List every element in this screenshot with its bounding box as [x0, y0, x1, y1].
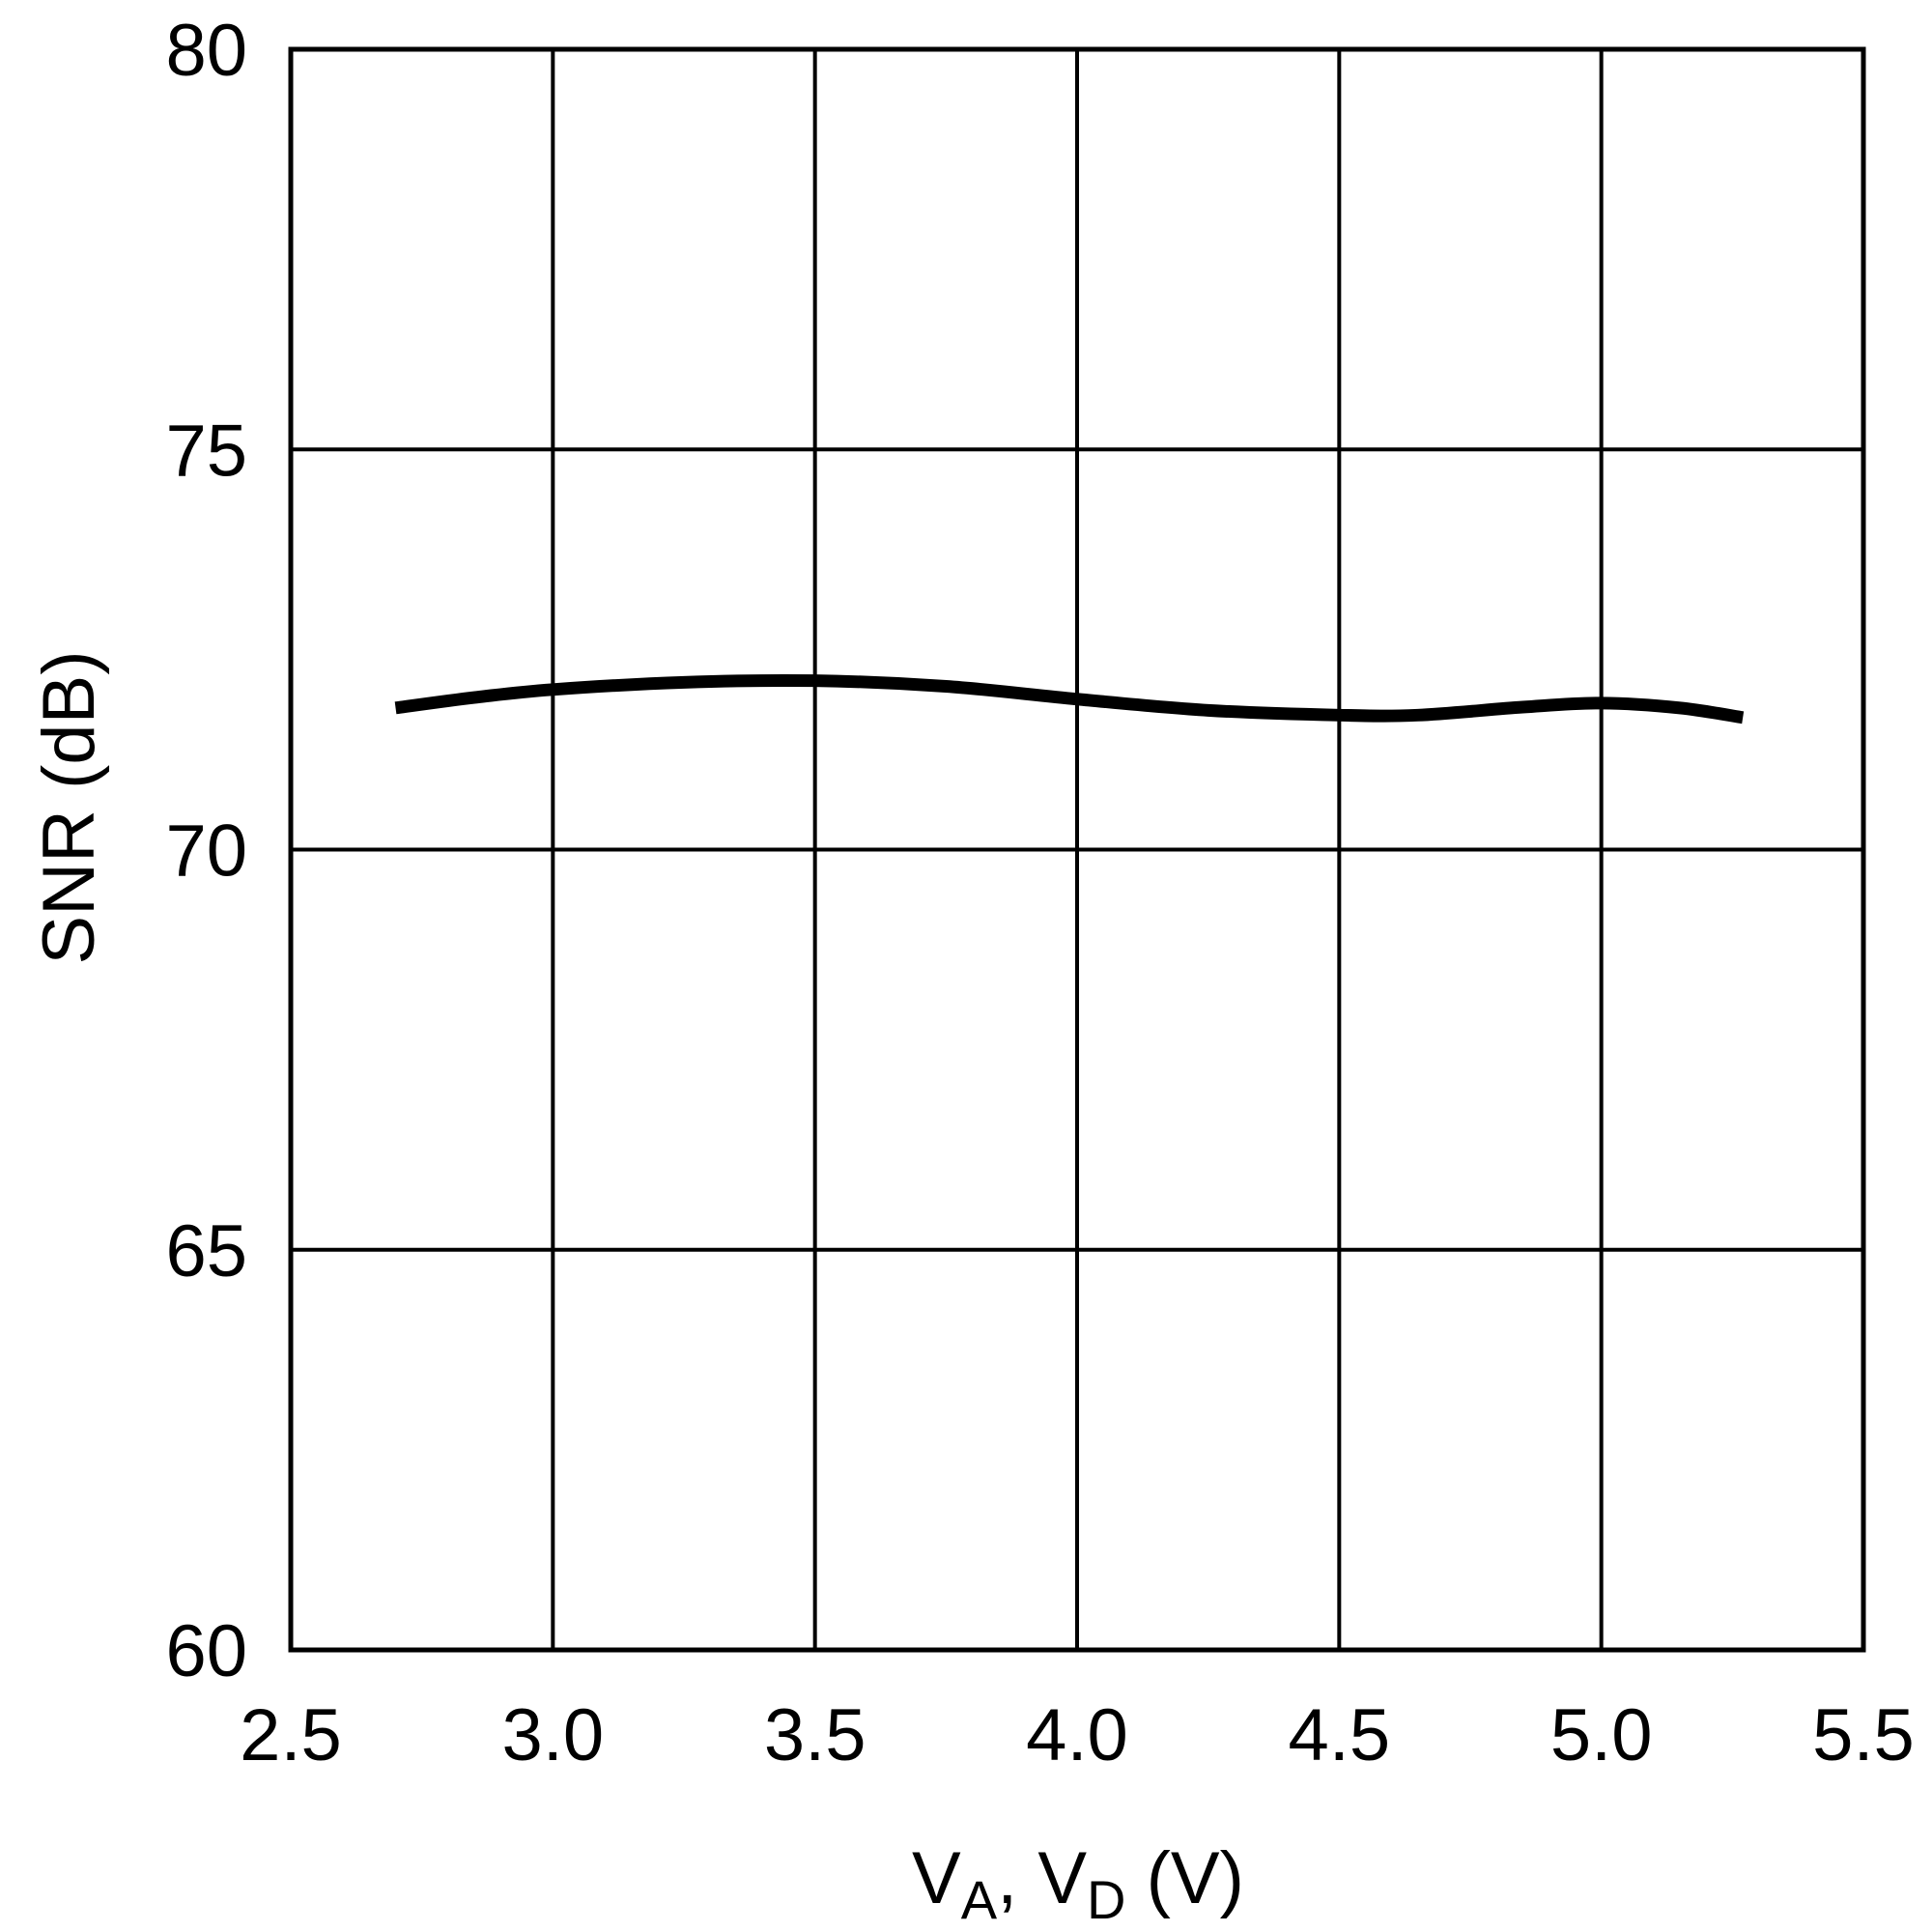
x-tick-label: 4.5	[1289, 1694, 1391, 1776]
x-title-sep: ,	[997, 1837, 1037, 1919]
x-title-v2: V	[1037, 1837, 1087, 1919]
y-tick-labels: 60 65 70 75 80	[165, 10, 247, 1692]
y-tick-label: 70	[165, 810, 247, 893]
x-title-sub-d: D	[1087, 1869, 1125, 1930]
y-tick-label: 65	[165, 1210, 247, 1293]
plot-frame	[288, 46, 1866, 1653]
x-tick-label: 3.0	[502, 1694, 605, 1776]
y-tick-label: 80	[165, 10, 247, 92]
x-title-v1: V	[912, 1837, 961, 1919]
x-title-unit: (V)	[1126, 1837, 1244, 1919]
snr-series-line	[394, 673, 1745, 724]
x-tick-label: 5.5	[1812, 1694, 1915, 1776]
y-axis-title: SNR (dB)	[28, 650, 110, 964]
x-axis-title: VA, VD (V)	[912, 1837, 1244, 1930]
x-tick-label: 4.0	[1026, 1694, 1128, 1776]
y-tick-label: 75	[165, 410, 247, 492]
x-tick-label: 3.5	[764, 1694, 867, 1776]
x-tick-labels: 2.5 3.0 3.5 4.0 4.5 5.0 5.5	[240, 1694, 1915, 1776]
grid	[289, 47, 1865, 1652]
x-tick-label: 5.0	[1550, 1694, 1653, 1776]
x-tick-label: 2.5	[240, 1694, 342, 1776]
y-tick-label: 60	[165, 1610, 247, 1692]
x-title-sub-a: A	[961, 1869, 998, 1930]
